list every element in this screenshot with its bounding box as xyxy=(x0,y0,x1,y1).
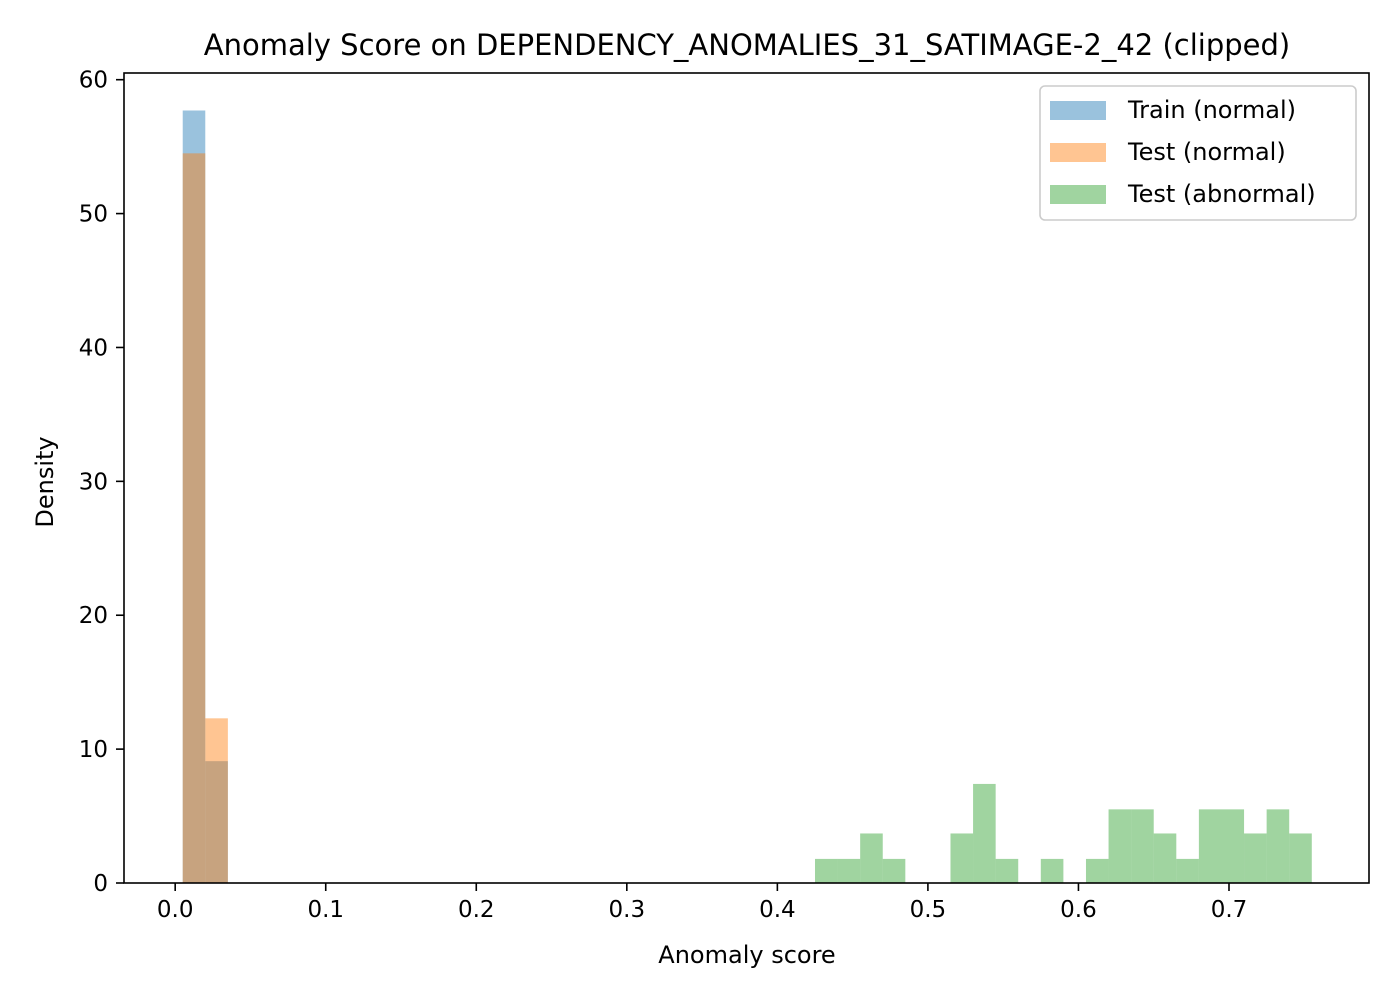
bar-series-2-bin-1 xyxy=(837,858,861,883)
bars-group xyxy=(182,110,1312,884)
y-tick-label: 0 xyxy=(93,871,108,897)
x-tick-label: 0.4 xyxy=(759,897,796,923)
bar-series-1-bin-1 xyxy=(205,718,228,883)
x-tick-label: 0.7 xyxy=(1211,897,1248,923)
legend-label: Train (normal) xyxy=(1127,96,1296,124)
x-tick-label: 0.0 xyxy=(157,897,194,923)
legend-frame xyxy=(1039,85,1357,221)
x-tick-label: 0.6 xyxy=(1060,897,1097,923)
x-tick-label: 0.2 xyxy=(458,897,495,923)
x-tick-label: 0.5 xyxy=(910,897,947,923)
bar-series-2-bin-2 xyxy=(860,833,883,883)
legend: Train (normal) Test (normal) Test (abnorma… xyxy=(1039,85,1357,221)
bar-series-2-bin-17 xyxy=(1289,833,1312,883)
axes-frame xyxy=(123,72,1370,884)
bar-series-2-bin-12 xyxy=(1176,858,1199,883)
y-tick-label: 40 xyxy=(79,335,108,361)
x-axis-label: Anomaly score xyxy=(658,941,835,969)
x-tick-label: 0.1 xyxy=(307,897,344,923)
x-tick-label: 0.3 xyxy=(609,897,646,923)
legend-swatch xyxy=(1050,101,1106,120)
bar-series-0-bin-0 xyxy=(182,110,206,884)
bar-series-2-bin-5 xyxy=(973,783,996,883)
y-tick-label: 60 xyxy=(79,68,108,94)
legend-swatch xyxy=(1050,185,1106,204)
bar-series-2-bin-13 xyxy=(1198,809,1222,883)
legend-swatch xyxy=(1050,143,1106,162)
y-tick-label: 30 xyxy=(79,469,108,495)
y-axis-label: Density xyxy=(31,436,59,527)
bar-series-2-bin-9 xyxy=(1108,809,1132,883)
bar-series-2-bin-16 xyxy=(1266,809,1290,883)
bar-series-2-bin-7 xyxy=(1040,858,1064,883)
x-axis-ticks: 0.0 0.1 0.2 0.3 0.4 0.5 0.6 0.7 xyxy=(157,883,1247,923)
legend-label: Test (abnormal) xyxy=(1127,180,1316,208)
bar-series-1-bin-0 xyxy=(182,153,206,883)
y-tick-label: 50 xyxy=(79,202,108,228)
bar-series-2-bin-15 xyxy=(1244,833,1267,883)
bar-series-0-bin-1 xyxy=(205,761,228,883)
bar-series-2-bin-4 xyxy=(950,833,974,883)
bar-series-2-bin-8 xyxy=(1085,858,1109,883)
bar-series-2-bin-3 xyxy=(882,858,906,883)
y-axis-ticks: 0 10 20 30 40 50 60 xyxy=(79,68,124,897)
y-tick-label: 10 xyxy=(79,737,108,763)
legend-label: Test (normal) xyxy=(1127,138,1286,166)
chart-title: Anomaly Score on DEPENDENCY_ANOMALIES_31… xyxy=(204,28,1290,62)
bar-series-2-bin-0 xyxy=(815,858,838,883)
bar-series-2-bin-11 xyxy=(1153,833,1177,883)
y-tick-label: 20 xyxy=(79,603,108,629)
bar-series-2-bin-6 xyxy=(995,858,1019,883)
bar-series-2-bin-14 xyxy=(1221,809,1245,883)
bar-series-2-bin-10 xyxy=(1131,809,1154,883)
